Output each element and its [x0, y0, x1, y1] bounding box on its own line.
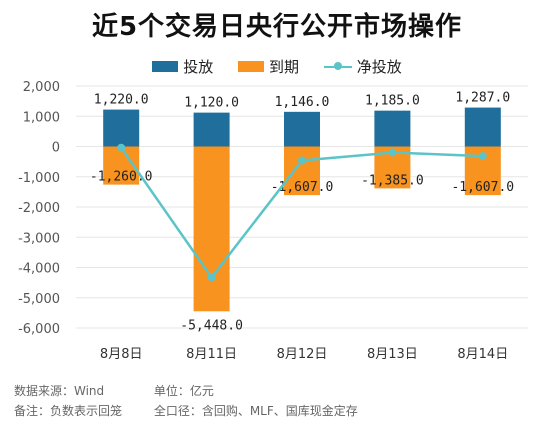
data-label-mature: -5,448.0 [180, 318, 243, 333]
bar-inject [103, 109, 140, 147]
chart-title: 近5个交易日央行公开市场操作 [91, 12, 463, 42]
bar-mature [284, 146, 320, 196]
y-tick-label: -6,000 [18, 322, 60, 337]
legend-swatch-mature [237, 61, 264, 72]
data-label-mature: -1,260.0 [90, 170, 153, 185]
data-label-inject: 1,185.0 [365, 94, 420, 109]
y-tick-label: -2,000 [18, 201, 60, 216]
y-tick-label: 2,000 [23, 80, 60, 95]
data-label-inject: 1,146.0 [275, 95, 330, 110]
point-net [207, 273, 216, 282]
footer-source: 数据来源：Wind [14, 384, 105, 398]
legend-label-net: 净投放 [356, 58, 402, 76]
y-tick-label: -5,000 [18, 292, 60, 307]
data-label-mature: -1,607.0 [451, 180, 514, 195]
legend-label-mature: 到期 [268, 58, 299, 76]
bar-inject [464, 107, 501, 147]
point-net [117, 143, 126, 152]
y-tick-label: 1,000 [23, 110, 60, 125]
point-net [388, 148, 397, 157]
point-net [298, 156, 306, 165]
x-tick-label: 8月12日 [277, 347, 328, 362]
x-tick-label: 8月13日 [367, 347, 418, 362]
footer-note: 备注：负数表示回笼 [14, 404, 123, 418]
x-tick-label: 8月8日 [100, 347, 143, 362]
bar-mature [193, 146, 230, 312]
chart-legend: 投放 到期 净投放 [0, 56, 554, 77]
y-tick-label: -4,000 [18, 262, 60, 277]
y-tick-label: -3,000 [18, 231, 60, 246]
y-tick-label: -1,000 [18, 171, 60, 186]
data-label-inject: 1,287.0 [455, 91, 510, 106]
point-net [478, 152, 487, 161]
footer-row-1: 数据来源：Wind 单位：亿元 [14, 382, 214, 399]
bar-inject [193, 112, 230, 147]
legend-item-mature: 到期 [237, 56, 299, 77]
x-tick-label: 8月14日 [457, 347, 508, 362]
bar-inject [374, 110, 411, 147]
legend-item-inject: 投放 [152, 56, 213, 77]
footer-row-2: 备注：负数表示回笼 全口径：含回购、MLF、国库现金定存 [14, 402, 358, 419]
legend-swatch-inject [152, 61, 179, 72]
y-tick-label: 0 [52, 141, 60, 156]
footer-unit: 单位：亿元 [153, 384, 214, 398]
data-label-mature: -1,607.0 [271, 180, 334, 195]
data-label-inject: 1,220.0 [94, 93, 149, 108]
footer-scope: 全口径：含回购、MLF、国库现金定存 [153, 404, 358, 418]
data-label-mature: -1,385.0 [361, 173, 424, 188]
legend-label-inject: 投放 [183, 58, 214, 76]
x-tick-label: 8月11日 [186, 347, 237, 362]
legend-item-net: 净投放 [323, 56, 402, 77]
bar-inject [284, 111, 320, 147]
data-label-inject: 1,120.0 [184, 96, 239, 111]
legend-swatch-net [323, 61, 352, 72]
